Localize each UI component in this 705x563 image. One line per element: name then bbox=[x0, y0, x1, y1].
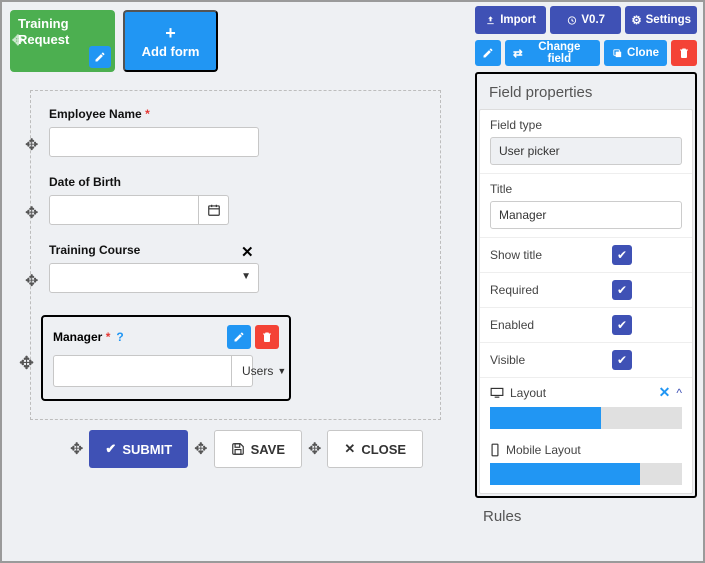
import-button[interactable]: Import bbox=[475, 6, 546, 34]
rules-section-title[interactable]: Rules bbox=[475, 498, 697, 529]
user-picker-dropdown[interactable]: Users ▼ bbox=[231, 356, 296, 386]
add-form-label: Add form bbox=[142, 44, 200, 59]
edit-button[interactable] bbox=[475, 40, 501, 66]
chevron-down-icon: ▼ bbox=[277, 366, 286, 376]
gear-icon: ⚙ bbox=[631, 13, 641, 27]
show-title-label: Show title bbox=[490, 248, 542, 262]
edit-field-button[interactable] bbox=[227, 325, 251, 349]
check-icon: ✔ bbox=[105, 441, 116, 457]
upload-icon bbox=[485, 15, 496, 26]
history-icon bbox=[566, 15, 577, 26]
plus-icon: + bbox=[165, 24, 176, 42]
layout-slider[interactable] bbox=[490, 407, 682, 429]
calendar-icon[interactable] bbox=[199, 195, 229, 225]
delete-button[interactable] bbox=[671, 40, 697, 66]
manager-user-picker[interactable]: Users ▼ bbox=[53, 355, 253, 387]
move-icon[interactable]: ✥ bbox=[194, 439, 207, 459]
field-label: Employee Name * bbox=[49, 107, 422, 121]
visible-label: Visible bbox=[490, 353, 525, 367]
field-dob[interactable]: ✥ Date of Birth bbox=[49, 175, 422, 225]
change-field-button[interactable]: ⇄ Change field bbox=[505, 40, 600, 66]
enabled-checkbox[interactable]: ✔ bbox=[612, 315, 632, 335]
field-properties-panel: Field properties Field type User picker … bbox=[475, 72, 697, 498]
clone-icon bbox=[612, 48, 623, 59]
layout-label: Layout bbox=[510, 386, 546, 400]
move-icon[interactable]: ✥ bbox=[12, 32, 24, 49]
field-manager-selected[interactable]: ✥ Manager * ? U bbox=[41, 315, 291, 401]
title-input[interactable] bbox=[490, 201, 682, 229]
required-label: Required bbox=[490, 283, 539, 297]
move-icon[interactable]: ✥ bbox=[308, 439, 321, 459]
delete-field-button[interactable] bbox=[255, 325, 279, 349]
save-button[interactable]: SAVE bbox=[214, 430, 302, 468]
save-icon bbox=[231, 442, 245, 456]
title-label: Title bbox=[490, 182, 682, 196]
field-employee-name[interactable]: ✥ Employee Name * bbox=[49, 107, 422, 157]
chevron-up-icon[interactable]: ^ bbox=[676, 386, 682, 400]
mobile-layout-label: Mobile Layout bbox=[506, 443, 581, 457]
training-course-select[interactable] bbox=[49, 263, 259, 293]
mobile-layout-slider[interactable] bbox=[490, 463, 682, 485]
form-canvas: ✥ Employee Name * ✥ Date of Birth ✥ Trai… bbox=[30, 90, 441, 420]
close-button[interactable]: ✕ CLOSE bbox=[327, 430, 423, 468]
version-button[interactable]: V0.7 bbox=[550, 6, 621, 34]
panel-title: Field properties bbox=[479, 76, 693, 109]
mobile-icon bbox=[490, 443, 500, 457]
field-label: Manager * bbox=[53, 330, 110, 344]
settings-button[interactable]: ⚙ Settings bbox=[625, 6, 697, 34]
close-icon: ✕ bbox=[344, 441, 355, 457]
field-training-course[interactable]: ✥ Training Course ✕ ▼ bbox=[49, 243, 422, 293]
help-icon[interactable]: ? bbox=[116, 330, 123, 344]
clone-button[interactable]: Clone bbox=[604, 40, 667, 66]
swap-icon: ⇄ bbox=[513, 46, 523, 60]
field-type-value: User picker bbox=[490, 137, 682, 165]
form-card-label: Training Request bbox=[18, 16, 69, 47]
clear-icon[interactable]: ✕ bbox=[241, 243, 254, 261]
visible-checkbox[interactable]: ✔ bbox=[612, 350, 632, 370]
move-icon[interactable]: ✥ bbox=[25, 135, 38, 155]
move-icon[interactable]: ✥ bbox=[25, 203, 38, 223]
form-card-training-request[interactable]: ✥ Training Request bbox=[10, 10, 115, 72]
required-asterisk: * bbox=[145, 107, 150, 121]
edit-form-button[interactable] bbox=[89, 46, 111, 68]
required-checkbox[interactable]: ✔ bbox=[612, 280, 632, 300]
chevron-down-icon: ▼ bbox=[241, 271, 251, 282]
field-label: Training Course bbox=[49, 243, 422, 257]
show-title-checkbox[interactable]: ✔ bbox=[612, 245, 632, 265]
field-type-label: Field type bbox=[490, 118, 682, 132]
manager-input[interactable] bbox=[54, 356, 231, 386]
field-label: Date of Birth bbox=[49, 175, 422, 189]
enabled-label: Enabled bbox=[490, 318, 534, 332]
desktop-icon bbox=[490, 387, 504, 398]
move-icon[interactable]: ✥ bbox=[19, 353, 34, 374]
clear-layout-icon[interactable]: ✕ bbox=[659, 384, 671, 401]
submit-button[interactable]: ✔ SUBMIT bbox=[89, 430, 188, 468]
employee-name-input[interactable] bbox=[49, 127, 259, 157]
move-icon[interactable]: ✥ bbox=[25, 271, 38, 291]
move-icon[interactable]: ✥ bbox=[70, 439, 83, 459]
add-form-button[interactable]: + Add form bbox=[123, 10, 218, 72]
dob-input[interactable] bbox=[49, 195, 199, 225]
